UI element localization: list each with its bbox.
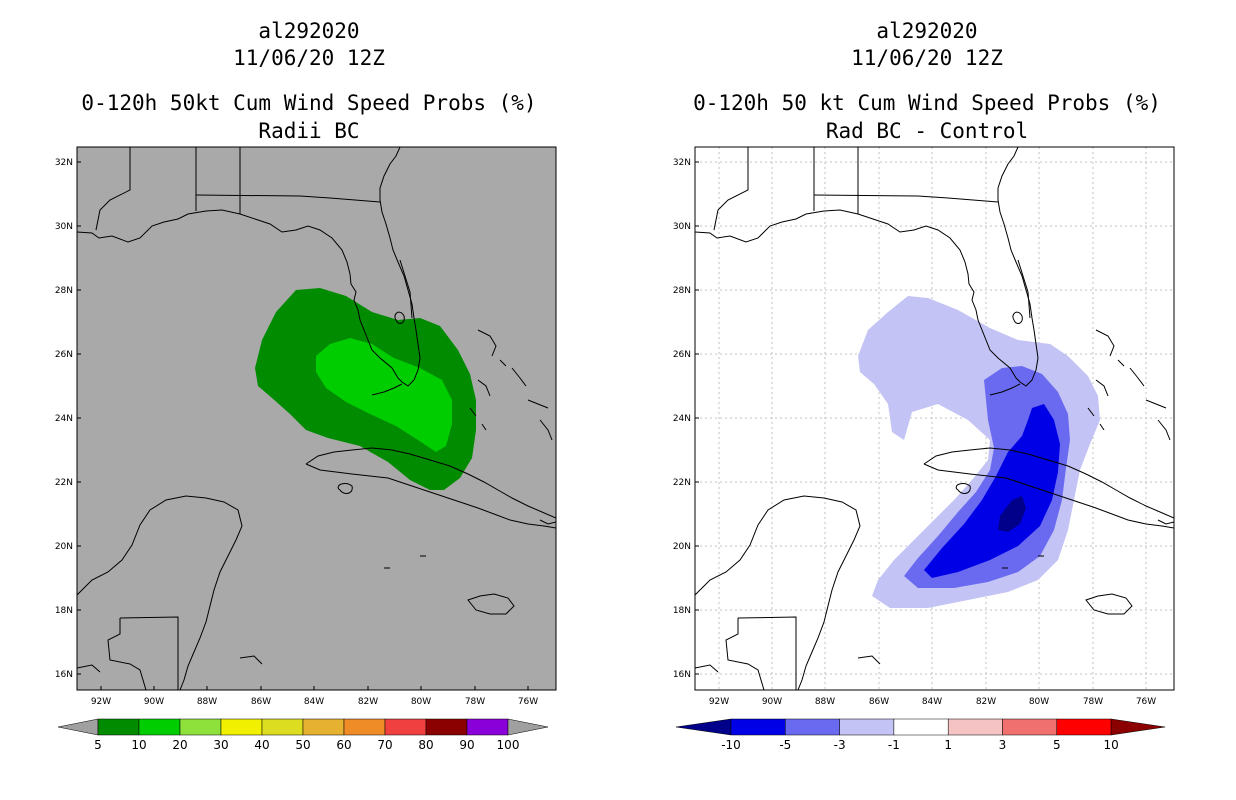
left-colorbar-label: 80 <box>418 738 433 752</box>
left-map-panel: 32N 30N 28N 26N 24N 22N 20N 18N 16N 92W … <box>55 146 557 752</box>
right-lat-label: 26N <box>673 350 691 360</box>
left-colorbar-label: 100 <box>497 738 520 752</box>
left-lat-label: 30N <box>55 222 73 232</box>
right-colorbar-label: 5 <box>1053 738 1061 752</box>
left-colorbar-label: 50 <box>295 738 310 752</box>
right-diff-minus5-contour <box>924 404 1060 578</box>
right-lon-label: 80W <box>1029 697 1049 707</box>
right-datetime: 11/06/20 12Z <box>851 46 1003 70</box>
left-colorbar-swatch <box>220 718 263 736</box>
left-colorbar-label: 90 <box>459 738 474 752</box>
left-lat-label: 22N <box>55 478 73 488</box>
right-lon-label: 86W <box>869 697 889 707</box>
left-colorbar-swatch <box>384 718 427 736</box>
right-colorbar-swatch <box>785 718 840 736</box>
right-colorbar-high-end <box>1110 718 1166 736</box>
right-diff-minus10-contour <box>998 496 1026 532</box>
left-lon-label: 86W <box>251 697 271 707</box>
right-colorbar-swatch <box>893 718 949 736</box>
left-lat-label: 20N <box>55 542 73 552</box>
right-colorbar-swatch <box>730 718 786 736</box>
right-colorbar-label: 10 <box>1103 738 1118 752</box>
left-lon-label: 92W <box>91 697 111 707</box>
left-colorbar-high-end <box>507 718 549 736</box>
left-lon-label: 88W <box>197 697 217 707</box>
right-lat-label: 24N <box>673 414 691 424</box>
left-colorbar: 5 10 20 30 40 50 60 70 80 90 100 <box>57 718 549 752</box>
right-lat-label: 20N <box>673 542 691 552</box>
left-colorbar-swatch <box>425 718 468 736</box>
right-colorbar-low-end <box>675 718 732 736</box>
left-subtitle: Radii BC <box>258 119 360 143</box>
left-lat-label: 18N <box>55 606 73 616</box>
left-colorbar-low-end <box>57 718 99 736</box>
right-colorbar-swatch <box>947 718 1003 736</box>
right-product-title: 0-120h 50 kt Cum Wind Speed Probs (%) <box>693 91 1161 115</box>
left-product-title: 0-120h 50kt Cum Wind Speed Probs (%) <box>81 91 537 115</box>
left-colorbar-label: 10 <box>131 738 146 752</box>
left-lat-label: 28N <box>55 286 73 296</box>
left-colorbar-label: 20 <box>172 738 187 752</box>
left-colorbar-label: 5 <box>94 738 102 752</box>
right-lat-label: 28N <box>673 286 691 296</box>
right-lon-label: 90W <box>762 697 782 707</box>
right-colorbar-swatch <box>1056 718 1112 736</box>
left-colorbar-swatch <box>302 718 345 736</box>
left-storm-id: al292020 <box>258 19 360 43</box>
right-lon-label: 76W <box>1136 697 1156 707</box>
left-datetime: 11/06/20 12Z <box>233 46 385 70</box>
left-colorbar-swatch <box>261 718 304 736</box>
left-lat-label: 26N <box>55 350 73 360</box>
left-lon-label: 82W <box>358 697 378 707</box>
left-lon-label: 84W <box>304 697 324 707</box>
right-lon-label: 84W <box>922 697 942 707</box>
right-lat-label: 16N <box>673 670 691 680</box>
right-colorbar-label: -1 <box>888 738 900 752</box>
left-lon-label: 90W <box>144 697 164 707</box>
left-colorbar-label: 60 <box>336 738 351 752</box>
right-colorbar: -10 -5 -3 -1 1 3 5 10 <box>675 718 1166 752</box>
right-lat-label: 32N <box>673 158 691 168</box>
right-lon-label: 88W <box>815 697 835 707</box>
left-lat-label: 24N <box>55 414 73 424</box>
right-colorbar-label: 3 <box>999 738 1007 752</box>
right-colorbar-label: -10 <box>721 738 741 752</box>
left-lon-label: 76W <box>518 697 538 707</box>
left-colorbar-label: 70 <box>377 738 392 752</box>
left-colorbar-label: 40 <box>254 738 269 752</box>
right-subtitle: Rad BC - Control <box>825 119 1029 143</box>
left-lon-label: 78W <box>465 697 485 707</box>
left-colorbar-swatch <box>466 718 509 736</box>
left-colorbar-swatch <box>179 718 222 736</box>
right-lon-label: 78W <box>1083 697 1103 707</box>
left-colorbar-swatch <box>138 718 181 736</box>
left-lat-label: 32N <box>55 158 73 168</box>
right-colorbar-swatch <box>839 718 895 736</box>
right-colorbar-label: 1 <box>944 738 952 752</box>
left-lat-label: 16N <box>55 670 73 680</box>
right-lat-label: 30N <box>673 222 691 232</box>
left-colorbar-swatch <box>343 718 386 736</box>
right-colorbar-label: -3 <box>834 738 846 752</box>
left-prob-10-contour <box>316 338 452 452</box>
right-storm-id: al292020 <box>876 19 978 43</box>
right-colorbar-swatch <box>1002 718 1058 736</box>
left-colorbar-label: 30 <box>213 738 228 752</box>
right-lat-label: 22N <box>673 478 691 488</box>
right-lon-label: 82W <box>976 697 996 707</box>
right-lon-label: 92W <box>709 697 729 707</box>
right-map-panel: 32N 30N 28N 26N 24N 22N 20N 18N 16N 92W … <box>673 146 1175 752</box>
right-lat-label: 18N <box>673 606 691 616</box>
left-colorbar-swatch <box>97 718 140 736</box>
right-colorbar-label: -5 <box>779 738 791 752</box>
left-lon-label: 80W <box>411 697 431 707</box>
